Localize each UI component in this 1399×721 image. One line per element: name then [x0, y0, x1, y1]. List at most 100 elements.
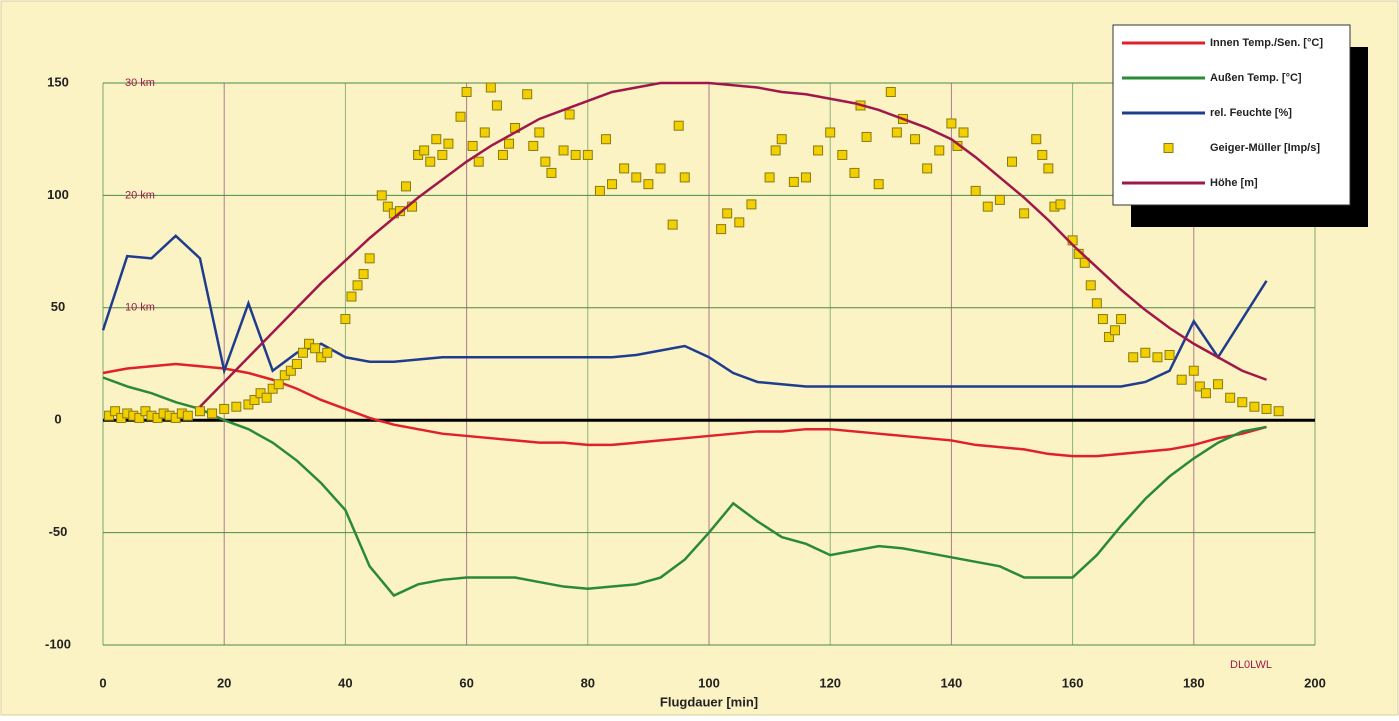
- annotation: 30 km: [125, 77, 155, 89]
- scatter-point: [461, 86, 472, 97]
- scatter-point: [946, 118, 957, 129]
- scatter-point: [1225, 392, 1236, 403]
- scatter-point: [497, 149, 508, 160]
- scatter-point: [443, 138, 454, 149]
- scatter-point: [273, 379, 284, 390]
- scatter-point: [455, 111, 466, 122]
- scatter-point: [600, 134, 611, 145]
- scatter-point: [631, 172, 642, 183]
- scatter-point: [346, 291, 357, 302]
- scatter-point: [1249, 401, 1260, 412]
- legend-label: Höhe [m]: [1210, 177, 1258, 189]
- scatter-point: [1103, 332, 1114, 343]
- scatter-point: [873, 179, 884, 190]
- scatter-point: [231, 401, 242, 412]
- x-tick-label: 120: [819, 675, 841, 690]
- legend-label: Geiger-Müller [Imp/s]: [1210, 142, 1320, 154]
- scatter-point: [722, 208, 733, 219]
- legend-label: rel. Feuchte [%]: [1210, 107, 1292, 119]
- scatter-point: [522, 89, 533, 100]
- scatter-point: [261, 392, 272, 403]
- scatter-point: [219, 403, 230, 414]
- scatter-point: [419, 145, 430, 156]
- scatter-point: [376, 190, 387, 201]
- scatter-point: [1037, 149, 1048, 160]
- scatter-point: [673, 120, 684, 131]
- scatter-point: [207, 408, 218, 419]
- scatter-point: [734, 217, 745, 228]
- x-axis-label: Flugdauer [min]: [660, 694, 758, 709]
- scatter-point: [934, 145, 945, 156]
- x-tick-label: 80: [581, 675, 595, 690]
- scatter-point: [570, 149, 581, 160]
- scatter-point: [473, 156, 484, 167]
- scatter-point: [1273, 406, 1284, 417]
- scatter-point: [885, 86, 896, 97]
- x-tick-label: 40: [338, 675, 352, 690]
- scatter-point: [285, 365, 296, 376]
- y-tick-label: 150: [47, 74, 69, 89]
- scatter-point: [922, 163, 933, 174]
- annotation: 20 km: [125, 189, 155, 201]
- scatter-point: [746, 199, 757, 210]
- scatter-point: [594, 185, 605, 196]
- scatter-point: [716, 224, 727, 235]
- x-tick-label: 100: [698, 675, 720, 690]
- scatter-point: [358, 269, 369, 280]
- scatter-point: [1007, 156, 1017, 167]
- scatter-point: [1194, 381, 1205, 392]
- y-tick-label: 0: [54, 412, 61, 427]
- scatter-point: [382, 201, 393, 212]
- scatter-point: [958, 127, 969, 138]
- legend-label: Innen Temp./Sen. [°C]: [1210, 37, 1323, 49]
- scatter-point: [655, 163, 666, 174]
- scatter-point: [619, 163, 630, 174]
- y-tick-label: -100: [45, 636, 71, 651]
- y-tick-label: 50: [51, 299, 65, 314]
- scatter-point: [1055, 199, 1066, 210]
- series-line: [101, 234, 1268, 388]
- scatter-point: [667, 219, 678, 230]
- scatter-point: [310, 343, 321, 354]
- scatter-point: [1164, 350, 1175, 361]
- x-tick-label: 0: [99, 675, 106, 690]
- scatter-point: [770, 145, 781, 156]
- legend-box: [1112, 24, 1351, 206]
- scatter-point: [340, 314, 351, 325]
- scatter-point: [910, 134, 921, 145]
- x-tick-label: 180: [1183, 675, 1205, 690]
- scatter-point: [1152, 352, 1163, 363]
- scatter-point: [528, 140, 539, 151]
- scatter-point: [352, 280, 363, 291]
- scatter-point: [1116, 314, 1127, 325]
- x-tick-label: 20: [217, 675, 231, 690]
- series-line: [102, 362, 1267, 458]
- scatter-point: [558, 145, 569, 156]
- scatter-point: [564, 109, 575, 120]
- x-tick-label: 160: [1062, 675, 1084, 690]
- series-line: [199, 81, 1267, 408]
- scatter-point: [401, 181, 411, 192]
- scatter-point: [437, 149, 448, 160]
- scatter-point: [891, 127, 902, 138]
- scatter-point: [467, 140, 478, 151]
- scatter-point: [679, 172, 690, 183]
- scatter-point: [776, 134, 787, 145]
- scatter-point: [322, 347, 333, 358]
- scatter-point: [982, 201, 993, 212]
- scatter-point: [1031, 134, 1042, 145]
- scatter-point: [994, 194, 1005, 205]
- scatter-point: [837, 149, 848, 160]
- scatter-point: [540, 156, 551, 167]
- scatter-point: [643, 179, 654, 190]
- scatter-point: [1200, 388, 1211, 399]
- scatter-point: [1079, 257, 1090, 268]
- scatter-point: [582, 149, 593, 160]
- scatter-point: [394, 206, 405, 217]
- scatter-point: [485, 82, 496, 93]
- legend-marker: [1163, 143, 1174, 153]
- annotation: 10 km: [125, 302, 155, 314]
- scatter-point: [425, 156, 436, 167]
- scatter-point: [194, 406, 205, 417]
